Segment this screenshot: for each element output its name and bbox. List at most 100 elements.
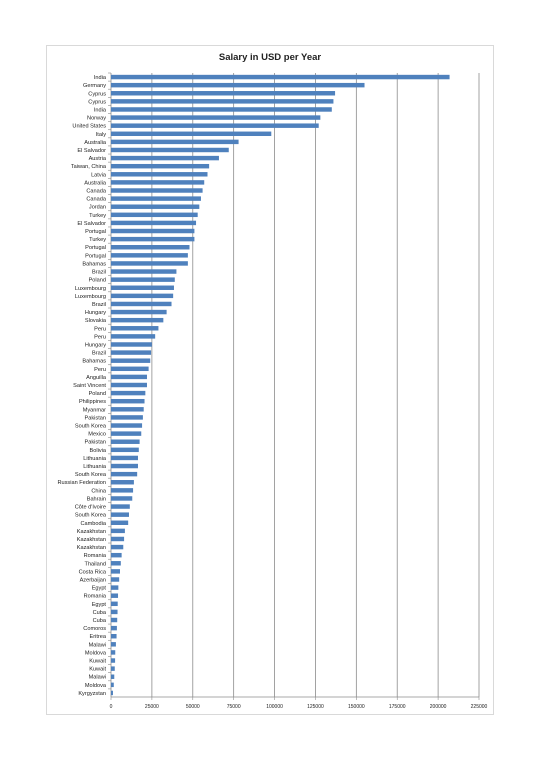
category-label: Cuba [93,610,107,616]
category-label: Moldova [85,650,107,656]
category-label: Pakistan [85,415,106,421]
bar [111,471,138,477]
category-label: Costa Rica [79,569,107,575]
bar [111,188,203,193]
bar [111,261,188,266]
bar [111,415,143,420]
bar [111,326,159,331]
bar [111,366,149,372]
x-tick-label: 100000 [266,704,283,710]
bar [111,528,125,534]
category-label: Austria [89,156,107,162]
bar [111,536,125,542]
bar [111,107,332,112]
bar [111,642,116,647]
category-label: Canada [86,197,106,203]
category-label: Myanmar [83,407,106,413]
category-label: Kazakhstan [77,529,106,535]
category-label: Portugal [85,245,106,251]
category-label: Lithuania [83,464,107,470]
category-label: Lithuania [83,456,107,462]
bar [111,317,164,323]
bar [111,147,229,153]
bar [111,123,319,128]
bar [111,350,152,355]
bar [111,463,138,469]
category-label: Bahrain [87,496,106,502]
bar [111,277,175,282]
bar [111,455,138,461]
category-label: Portugal [85,253,106,259]
bar [111,285,174,290]
category-label: Cuba [93,618,107,624]
category-label: China [91,488,107,494]
x-tick-label: 0 [110,704,113,710]
category-label: Luxembourg [75,294,106,300]
category-label: Poland [89,391,106,397]
category-label: Kuwait [89,659,106,665]
bar [111,488,134,493]
bar [111,601,118,607]
bar [111,204,200,209]
category-label: Mexico [88,432,106,438]
bar [111,585,119,590]
category-label: Hungary [85,342,106,348]
x-tick-label: 50000 [186,704,200,710]
bar [111,91,336,96]
bar [111,577,120,582]
bar [111,496,133,501]
x-tick-label: 200000 [430,704,447,710]
category-label: Peru [94,326,106,332]
bar [111,552,122,558]
category-label: Peru [94,334,106,340]
category-label: Cyprus [88,99,106,105]
bar [111,245,190,250]
bar [111,431,142,436]
bar [111,480,134,485]
category-label: Romania [84,594,107,600]
category-label: Anguilla [86,375,107,381]
bar [111,301,172,307]
category-label: Kuwait [89,667,106,673]
bar [111,236,195,242]
bar [111,115,321,120]
category-label: Comoros [83,626,106,632]
bar [111,334,156,339]
category-label: Malawi [89,642,106,648]
category-label: Azerbaijan [80,577,106,583]
category-label: United States [72,124,106,130]
category-label: Turkey [89,213,106,219]
category-label: Brazil [92,270,106,276]
bar [111,228,195,234]
bar [111,633,117,639]
category-label: Peru [94,367,106,373]
bar [111,99,334,104]
bar [111,309,167,315]
category-label: Philippines [79,399,106,405]
bar [111,358,151,363]
bar [111,374,147,380]
category-label: Pakistan [85,440,106,446]
x-tick-label: 75000 [227,704,241,710]
bar [111,212,198,218]
category-label: Australia [84,140,107,146]
category-label: South Korea [75,424,107,430]
category-label: Cambodia [81,521,107,527]
category-label: Malawi [89,675,106,681]
category-label: Latvia [91,172,107,178]
category-label: Bolivia [90,448,107,454]
category-label: India [94,107,107,113]
bar [111,423,143,428]
bar [111,155,219,161]
bar [111,593,119,598]
category-label: Turkey [89,237,106,243]
bar [111,74,450,80]
bar [111,382,147,388]
category-label: Thailand [85,561,106,567]
category-label: El Salvador [77,148,106,154]
category-label: South Korea [75,513,107,519]
bar [111,512,129,517]
bar [111,674,115,679]
x-tick-label: 125000 [307,704,324,710]
